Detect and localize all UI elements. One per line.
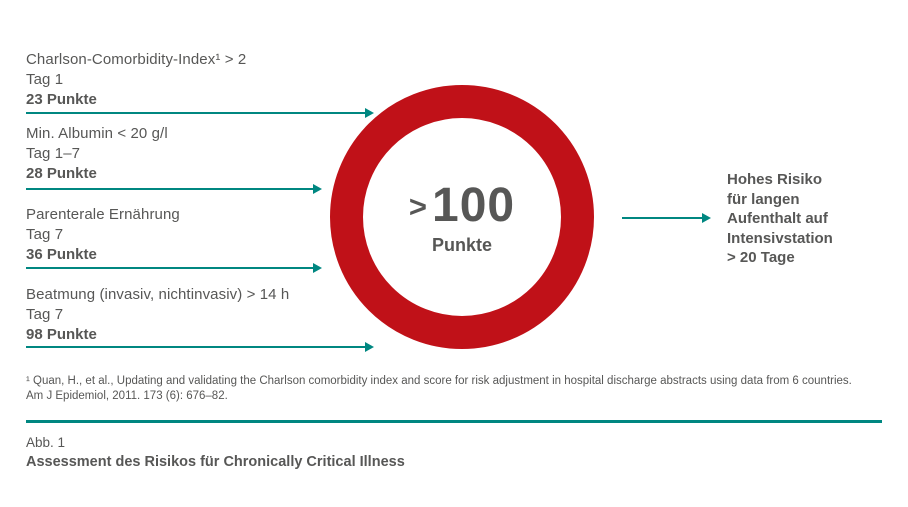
factor-block-albumin: Min. Albumin < 20 g/l Tag 1–7 28 Punkte (26, 124, 168, 184)
factor-points: 28 Punkte (26, 165, 97, 182)
factor-day: Tag 1–7 (26, 145, 81, 162)
greater-than-sign: > (408, 188, 427, 224)
factor-points: 98 Punkte (26, 326, 97, 343)
footnote-line-2: Am J Epidemiol, 2011. 173 (6): 676–82. (26, 390, 228, 402)
factor-block-ernaehrung: Parenterale Ernährung Tag 7 36 Punkte (26, 205, 180, 265)
factor-day: Tag 7 (26, 226, 64, 243)
divider-line (26, 420, 882, 423)
score-unit: Punkte (431, 235, 492, 255)
outcome-line: > 20 Tage (727, 249, 795, 266)
factor-block-charlson: Charlson-Comorbidity-Index¹ > 2 Tag 1 23… (26, 50, 246, 110)
arrow-right-icon (26, 108, 374, 118)
arrow-right-icon (622, 213, 711, 223)
arrow-right-icon (26, 342, 374, 352)
factor-criterion: Charlson-Comorbidity-Index¹ > 2 (26, 51, 247, 68)
score-value: > 100 (409, 178, 515, 233)
outcome-line: Intensivstation (727, 229, 833, 247)
footnote-line-1: ¹ Quan, H., et al., Updating and validat… (26, 375, 852, 387)
outcome-line: für langen (727, 190, 800, 208)
factor-criterion: Beatmung (invasiv, nichtinvasiv) > 14 h (26, 286, 290, 303)
factor-points: 23 Punkte (26, 91, 97, 108)
factor-day: Tag 7 (26, 306, 64, 323)
figure-caption-title: Assessment des Risikos für Chronically C… (26, 454, 405, 470)
factor-points: 36 Punkte (26, 246, 97, 263)
factor-criterion: Parenterale Ernährung (26, 206, 180, 223)
figure-caption-label: Abb. 1 (26, 435, 66, 450)
footnote: ¹ Quan, H., et al., Updating and validat… (26, 374, 896, 404)
arrow-right-icon (26, 263, 322, 273)
arrow-right-icon (26, 184, 322, 194)
outcome-line: Aufenthalt auf (727, 210, 828, 227)
factor-day: Tag 1 (26, 71, 64, 88)
score-number: 100 (432, 179, 516, 232)
outcome-text: Hohes Risiko für langen Aufenthalt auf I… (727, 170, 897, 268)
factor-block-beatmung: Beatmung (invasiv, nichtinvasiv) > 14 h … (26, 285, 289, 345)
score-circle: > 100 Punkte (330, 85, 594, 349)
outcome-line: Hohes Risiko (727, 171, 823, 188)
factor-criterion: Min. Albumin < 20 g/l (26, 125, 168, 142)
